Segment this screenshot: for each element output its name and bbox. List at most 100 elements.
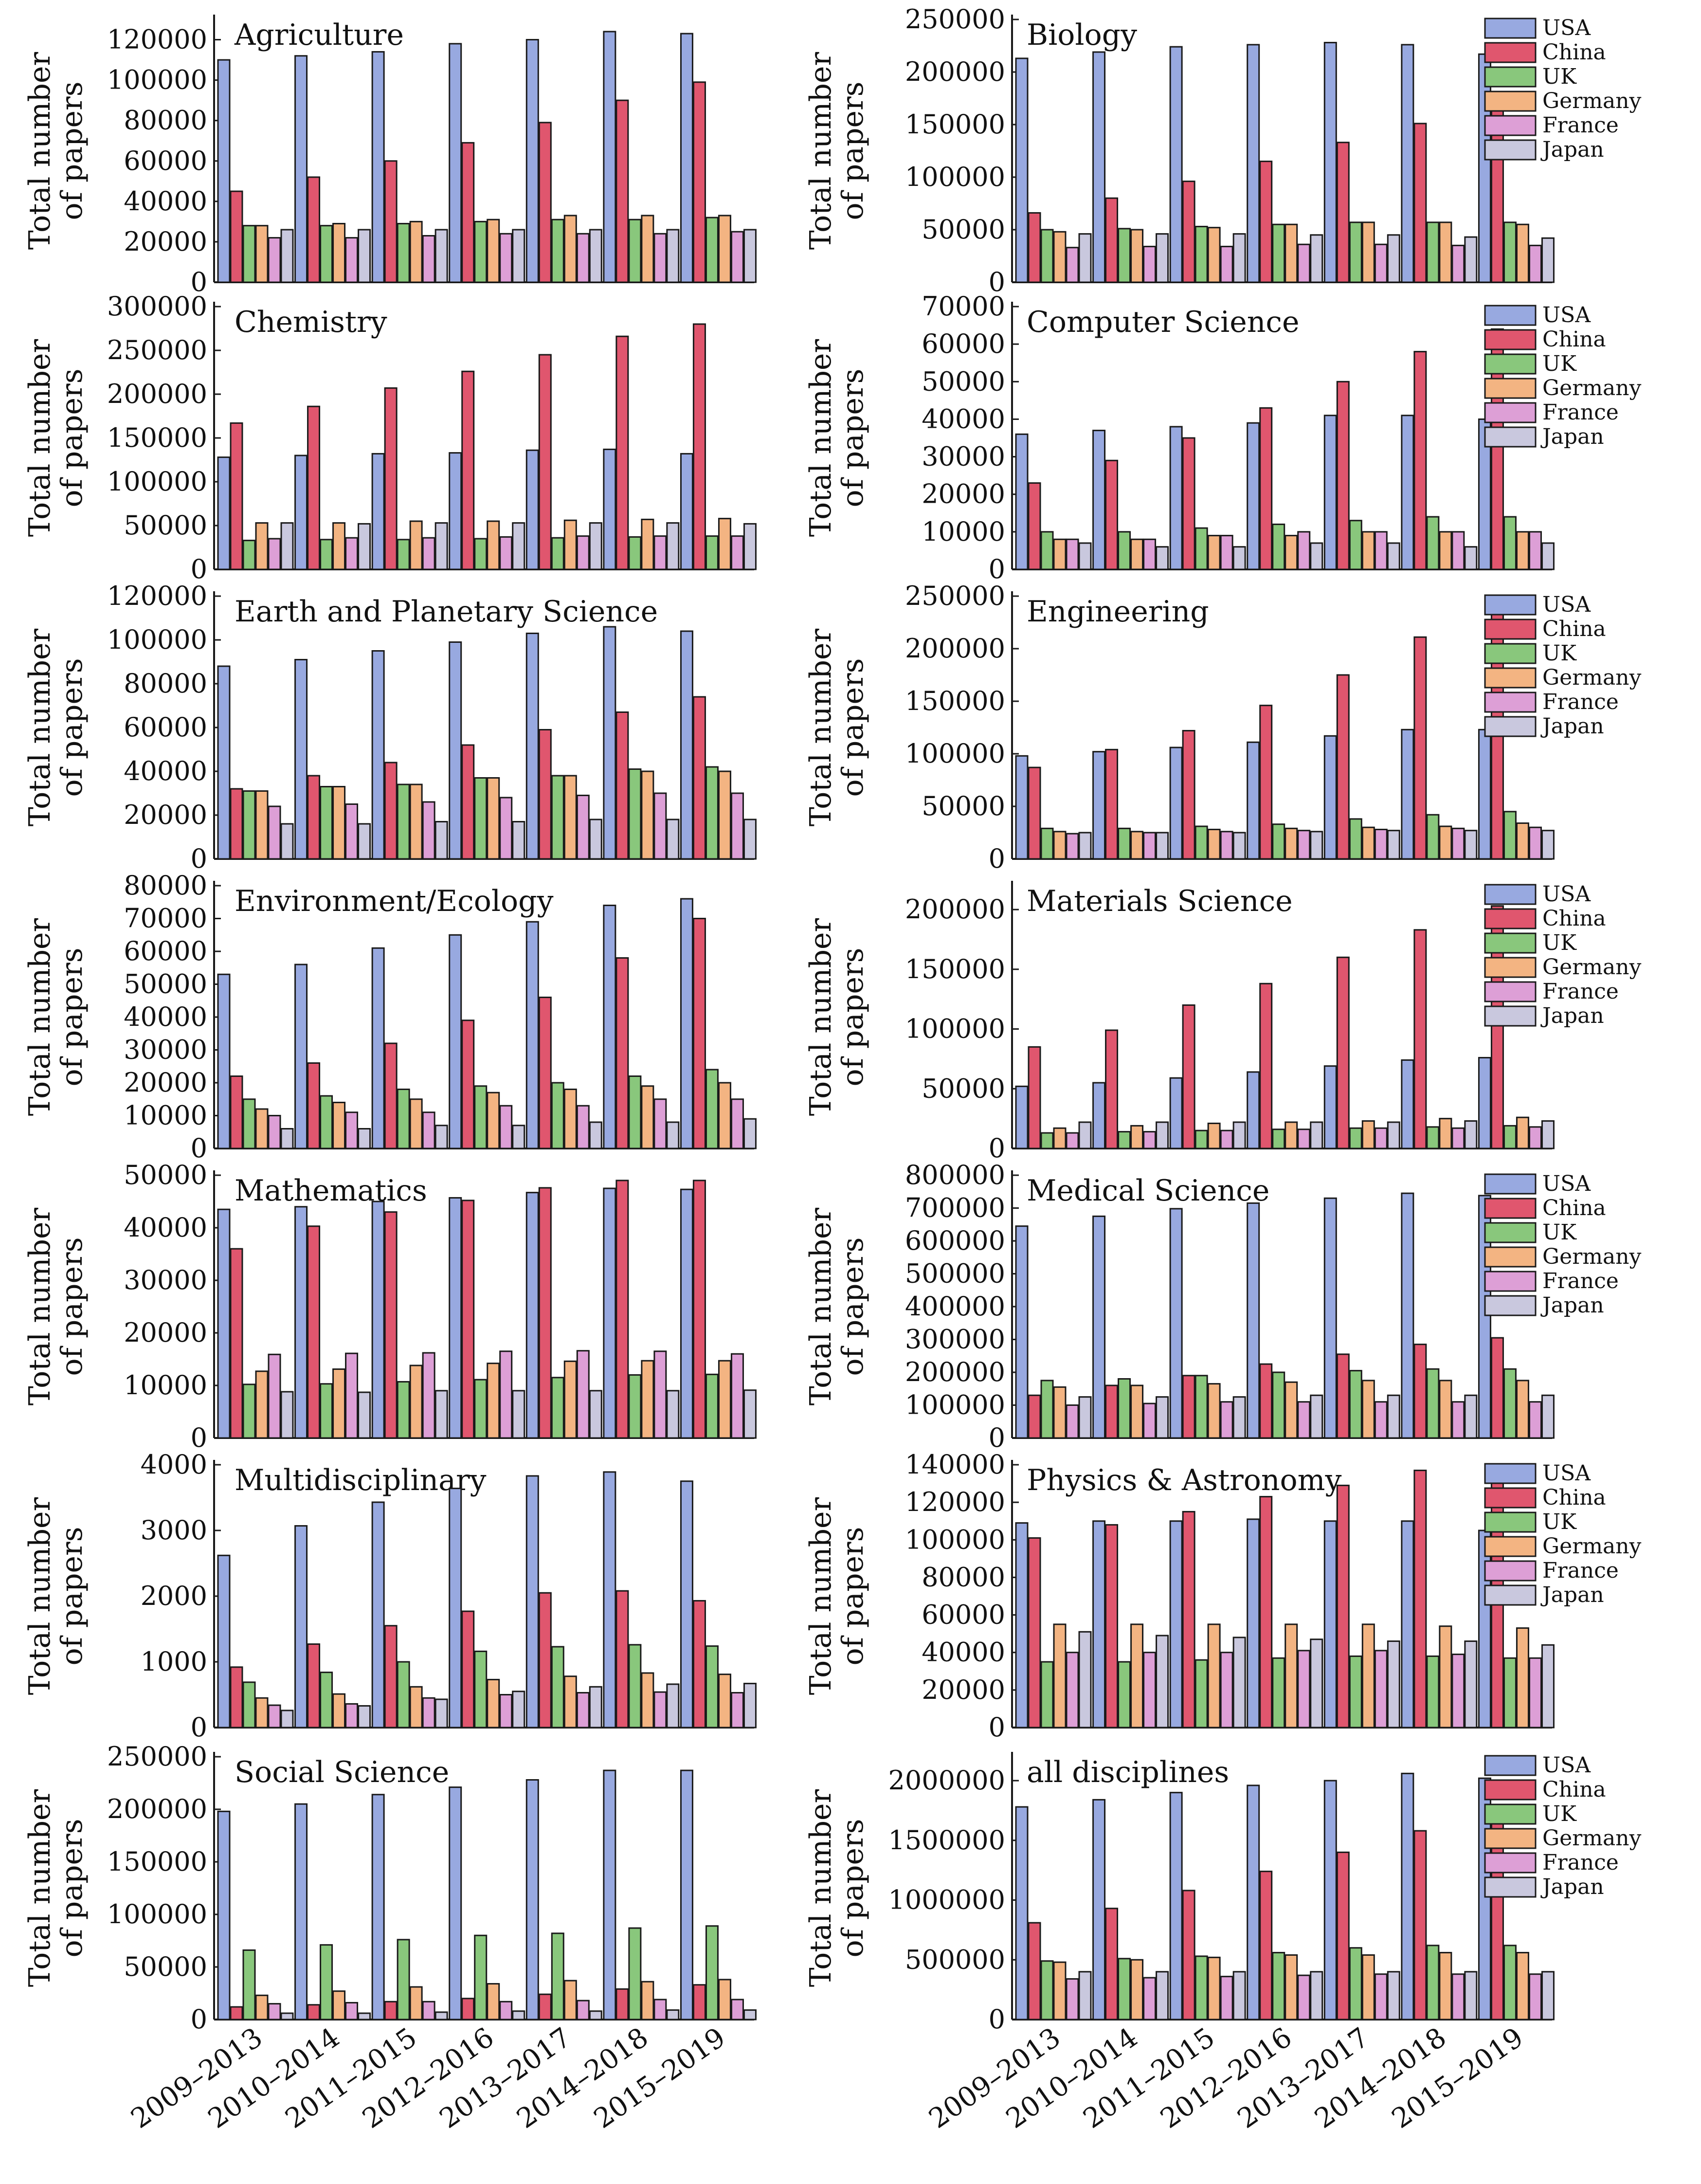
bar-germany-0 xyxy=(255,1108,269,1149)
bar-germany-1 xyxy=(1130,1959,1144,2020)
bar-usa-0 xyxy=(217,1810,231,2020)
y-tick-label: 100000 xyxy=(905,1524,1005,1555)
y-tick-label: 60000 xyxy=(124,712,207,743)
legend-label-france: France xyxy=(1542,690,1619,714)
bar-uk-6 xyxy=(1503,1368,1517,1439)
bar-france-3 xyxy=(499,536,513,570)
bar-china-0 xyxy=(230,1666,243,1729)
bar-china-3 xyxy=(461,1019,475,1149)
bar-usa-4 xyxy=(1323,1780,1337,2020)
y-axis-label-line: of papers xyxy=(836,658,870,797)
legend-label-france: France xyxy=(1542,1558,1619,1583)
y-tick-label: 40000 xyxy=(124,756,207,786)
bar-japan-3 xyxy=(1310,542,1323,570)
bar-uk-6 xyxy=(705,217,719,283)
bar-germany-5 xyxy=(1439,1380,1452,1439)
y-tick-label: 0 xyxy=(989,1133,1005,1164)
bar-china-5 xyxy=(1413,123,1427,283)
panel-materials-science: 0 50000 100000 150000 200000 Total numberof p… xyxy=(804,881,1642,1164)
bar-china-4 xyxy=(1336,674,1350,860)
bar-usa-2 xyxy=(371,1794,385,2020)
bar-france-4 xyxy=(1374,1127,1388,1149)
bar-china-4 xyxy=(538,1592,552,1729)
bar-china-5 xyxy=(615,1988,629,2020)
legend-swatch-usa xyxy=(1484,884,1537,905)
bar-usa-1 xyxy=(1092,1799,1106,2020)
bar-usa-3 xyxy=(1247,741,1260,860)
bar-germany-1 xyxy=(1130,1384,1144,1439)
bar-japan-2 xyxy=(434,1390,448,1439)
y-tick-label: 500000 xyxy=(905,1944,1005,1975)
y-tick-label: 1000 xyxy=(141,1646,207,1677)
bar-france-4 xyxy=(576,535,590,570)
bar-japan-4 xyxy=(589,2010,602,2020)
bar-uk-3 xyxy=(474,1379,488,1439)
bar-germany-0 xyxy=(1053,831,1067,860)
bar-france-4 xyxy=(1374,531,1388,570)
bar-france-1 xyxy=(345,537,359,570)
bar-france-4 xyxy=(1374,829,1388,860)
legend-label-germany: Germany xyxy=(1542,376,1642,400)
legend-swatch-france xyxy=(1484,1852,1537,1874)
bar-usa-0 xyxy=(1015,1225,1029,1439)
bar-usa-0 xyxy=(1015,433,1029,570)
bar-china-2 xyxy=(1182,1890,1195,2020)
bar-usa-2 xyxy=(371,947,385,1149)
legend-swatch-germany xyxy=(1484,667,1537,689)
bar-germany-5 xyxy=(1439,1625,1452,1729)
legend-label-china: China xyxy=(1542,906,1606,931)
bar-usa-6 xyxy=(1478,1529,1491,1729)
bar-usa-6 xyxy=(1478,53,1491,283)
legend-swatch-uk xyxy=(1484,643,1537,664)
bar-france-2 xyxy=(422,1352,435,1439)
bar-china-1 xyxy=(307,775,321,860)
bar-china-4 xyxy=(1336,381,1350,570)
bar-france-3 xyxy=(1297,830,1311,860)
bar-usa-0 xyxy=(1015,1522,1029,1729)
bar-uk-3 xyxy=(1272,223,1285,283)
bar-usa-5 xyxy=(603,626,616,860)
bar-france-6 xyxy=(730,792,744,860)
y-tick-label: 120000 xyxy=(107,581,207,611)
bar-uk-4 xyxy=(551,218,564,283)
bar-usa-5 xyxy=(603,31,616,283)
bar-france-2 xyxy=(422,537,435,570)
bar-japan-5 xyxy=(1464,830,1478,860)
bar-usa-4 xyxy=(1323,1065,1337,1149)
y-tick-label: 200000 xyxy=(107,1794,207,1824)
y-tick-label: 40000 xyxy=(922,1637,1005,1668)
bar-japan-3 xyxy=(1310,1394,1323,1439)
bar-japan-2 xyxy=(434,2011,448,2020)
y-tick-label: 0 xyxy=(191,554,207,584)
bar-japan-0 xyxy=(1078,1971,1092,2020)
y-tick-label: 30000 xyxy=(922,441,1005,472)
y-tick-label: 40000 xyxy=(124,1212,207,1243)
bar-usa-4 xyxy=(525,921,539,1149)
bar-usa-1 xyxy=(1092,51,1106,283)
bar-france-0 xyxy=(1066,247,1079,283)
bar-usa-4 xyxy=(1323,1520,1337,1729)
y-tick-label: 400000 xyxy=(905,1291,1005,1322)
bar-uk-3 xyxy=(474,1085,488,1149)
bar-uk-0 xyxy=(242,1681,256,1729)
bar-usa-3 xyxy=(1247,1784,1260,2020)
bar-uk-2 xyxy=(1194,825,1208,860)
bar-france-3 xyxy=(1297,243,1311,283)
bar-china-3 xyxy=(1259,407,1273,570)
bar-france-3 xyxy=(1297,1650,1311,1729)
bar-france-5 xyxy=(653,1350,667,1439)
legend-label-japan: Japan xyxy=(1540,1003,1604,1028)
bar-germany-1 xyxy=(332,1693,346,1729)
bar-usa-5 xyxy=(603,448,616,570)
bar-usa-5 xyxy=(1401,1772,1414,2020)
bar-usa-4 xyxy=(1323,735,1337,860)
bar-france-5 xyxy=(653,1691,667,1729)
bar-usa-4 xyxy=(525,1779,539,2020)
bar-japan-3 xyxy=(512,2010,525,2020)
legend-swatch-france xyxy=(1484,981,1537,1002)
y-tick-label: 100000 xyxy=(905,738,1005,769)
bar-france-2 xyxy=(1220,831,1233,860)
